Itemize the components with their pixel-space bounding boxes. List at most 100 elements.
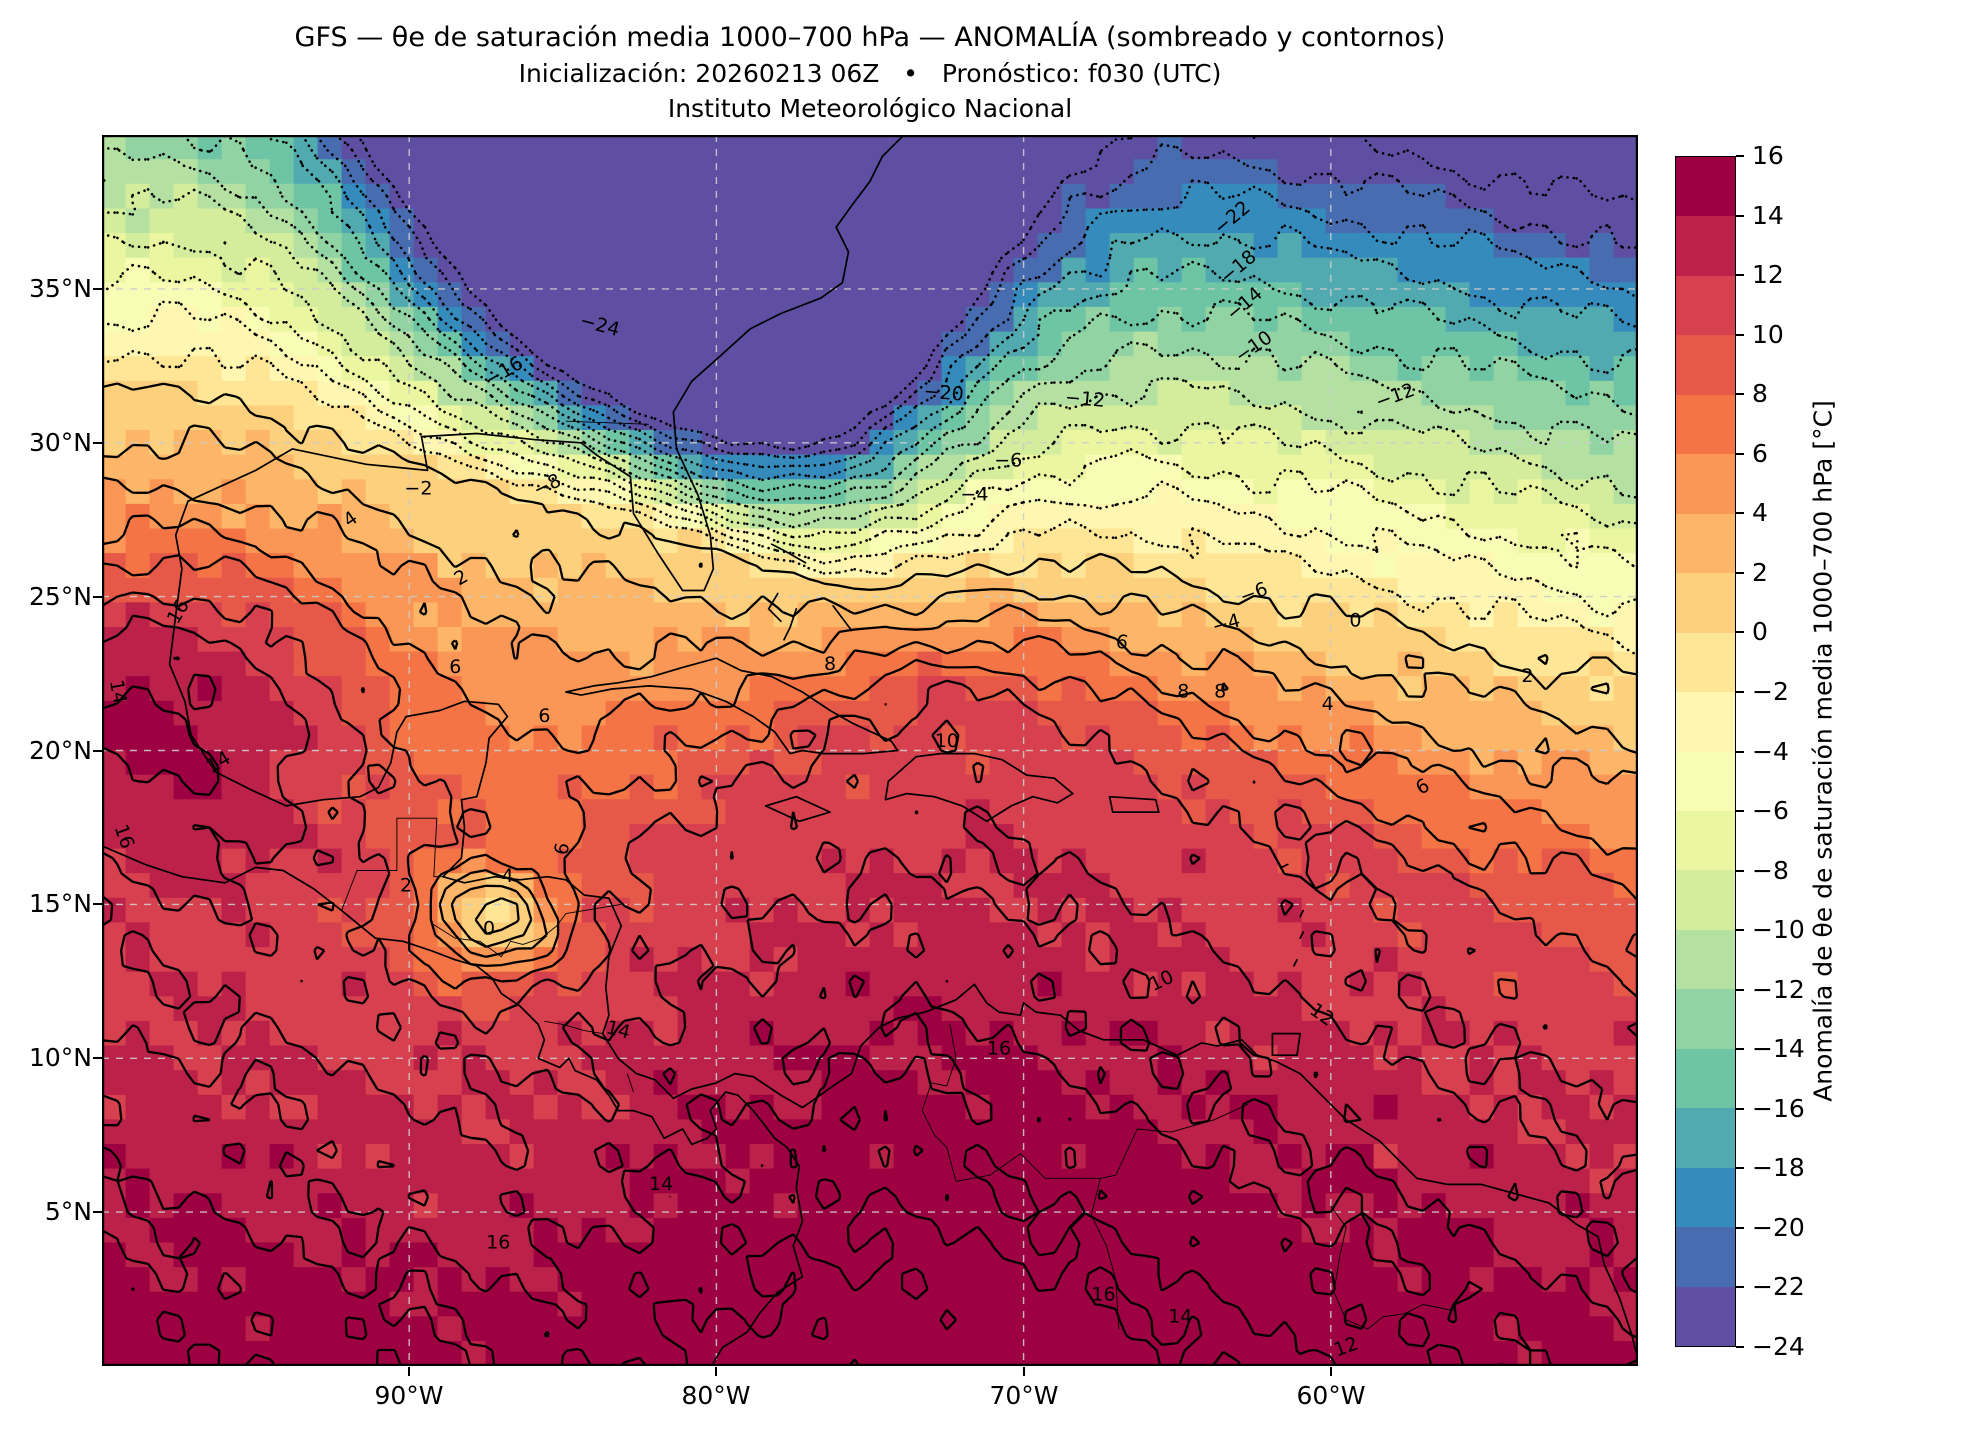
contour-label: 6 (538, 705, 550, 727)
y-tick (93, 1211, 102, 1213)
colorbar-tick-label: −8 (1752, 856, 1789, 885)
x-tick-label: 90°W (374, 1381, 444, 1410)
y-tick-label: 10°N (28, 1043, 92, 1072)
colorbar-tick (1736, 1048, 1744, 1050)
x-tick (715, 1367, 717, 1376)
contour-line--8 (102, 232, 1638, 539)
contour-lines (102, 135, 1638, 1366)
y-tick (93, 903, 102, 905)
x-tick (408, 1367, 410, 1376)
colorbar-tick (1736, 989, 1744, 991)
colorbar-tick-label: 6 (1752, 439, 1768, 468)
colorbar-tick (1736, 870, 1744, 872)
contour-line--22 (333, 135, 1638, 460)
colorbar-tick (1736, 453, 1744, 455)
coastlines (102, 135, 1638, 1364)
colorbar-tick (1736, 155, 1744, 157)
contour-line-4 (102, 476, 1638, 959)
contour-line-6 (102, 514, 1638, 968)
latlon-gridlines (102, 135, 1638, 1366)
colorbar-tick (1736, 572, 1744, 574)
contour-label: 8 (824, 653, 836, 675)
colorbar-tick (1736, 1108, 1744, 1110)
map-frame (102, 135, 1638, 1366)
colorbar-tick-label: −22 (1752, 1272, 1805, 1301)
colorbar-tick-label: −6 (1752, 796, 1789, 825)
colorbar-tick-label: −24 (1752, 1332, 1805, 1361)
colorbar-tick (1736, 929, 1744, 931)
contour-label: 6 (550, 841, 574, 857)
colorbar-tick (1736, 691, 1744, 693)
contour-line--10 (102, 188, 1638, 529)
contour-label: 8 (1177, 681, 1189, 703)
colorbar-label: Anomalía de θe de saturación media 1000–… (1808, 400, 1838, 1102)
colorbar-tick-label: −12 (1752, 975, 1805, 1004)
colorbar-tick (1736, 1286, 1744, 1288)
contour-label: 2 (1521, 665, 1533, 687)
contour-line--18 (301, 135, 1638, 482)
contour-line--12 (102, 146, 1638, 516)
colorbar-segment (1676, 1048, 1735, 1109)
colorbar-tick (1736, 631, 1744, 633)
y-tick (93, 442, 102, 444)
map-plot: −24−22−20−18−16−14−12 −12−10−8−6−6−4−4−20… (102, 135, 1638, 1366)
colorbar-tick-label: 14 (1752, 201, 1784, 230)
colorbar-tick-label: 10 (1752, 320, 1784, 349)
colorbar-tick (1736, 393, 1744, 395)
x-tick (1023, 1367, 1025, 1376)
colorbar-tick-label: 4 (1752, 498, 1768, 527)
colorbar-segment (1676, 1286, 1735, 1347)
colorbar-tick (1736, 1227, 1744, 1229)
contour-line-14 (102, 656, 1638, 1366)
colorbar-segment (1676, 335, 1735, 395)
colorbar-tick-label: −4 (1752, 737, 1789, 766)
colorbar-tick-label: 16 (1752, 141, 1784, 170)
contour-label: 4 (501, 865, 513, 887)
contour-line-0 (102, 382, 1638, 936)
colorbar-tick (1736, 1346, 1744, 1348)
country-borders (341, 420, 1454, 1330)
colorbar-segment (1676, 810, 1735, 871)
x-tick-label: 70°W (989, 1381, 1059, 1410)
colorbar-tick-label: −16 (1752, 1094, 1805, 1123)
colorbar-segment (1676, 394, 1735, 455)
colorbar-tick-label: 8 (1752, 379, 1768, 408)
colorbar-tick (1736, 1167, 1744, 1169)
contour-label: 14 (649, 1173, 673, 1195)
colorbar-segment (1676, 275, 1735, 336)
y-tick (93, 750, 102, 752)
colorbar-tick (1736, 334, 1744, 336)
contour-line--6 (102, 263, 1638, 570)
contour-line-2 (102, 424, 1638, 949)
x-tick (1330, 1367, 1332, 1376)
contour-label: 16 (1091, 1284, 1115, 1306)
contour-label: −2 (404, 477, 432, 499)
contour-label: 8 (1214, 681, 1226, 703)
colorbar-segment (1676, 751, 1735, 811)
colorbar-segment (1676, 870, 1735, 930)
y-tick-label: 5°N (44, 1197, 92, 1226)
contour-label: 14 (105, 678, 131, 706)
contour-label: −6 (994, 450, 1022, 472)
y-tick-label: 30°N (28, 428, 92, 457)
colorbar-tick (1736, 512, 1744, 514)
x-tick-label: 80°W (681, 1381, 751, 1410)
contour-line--2 (102, 346, 1638, 657)
colorbar-tick (1736, 810, 1744, 812)
contour-label: 6 (449, 656, 461, 678)
y-tick-label: 25°N (28, 582, 92, 611)
colorbar-tick (1736, 274, 1744, 276)
figure-credit: Instituto Meteorológico Nacional (667, 94, 1073, 123)
colorbar-tick-label: −20 (1752, 1213, 1805, 1242)
y-tick (93, 1057, 102, 1059)
colorbar-segment (1676, 454, 1735, 514)
colorbar-segment (1676, 1167, 1735, 1228)
contour-label: 14 (1168, 1305, 1192, 1327)
contour-label: 2 (400, 874, 412, 896)
contour-line--24 (355, 135, 1638, 451)
contour-label: 10 (935, 730, 959, 752)
colorbar-segment (1676, 216, 1735, 276)
colorbar-segment (1676, 632, 1735, 693)
y-tick-label: 35°N (28, 274, 92, 303)
